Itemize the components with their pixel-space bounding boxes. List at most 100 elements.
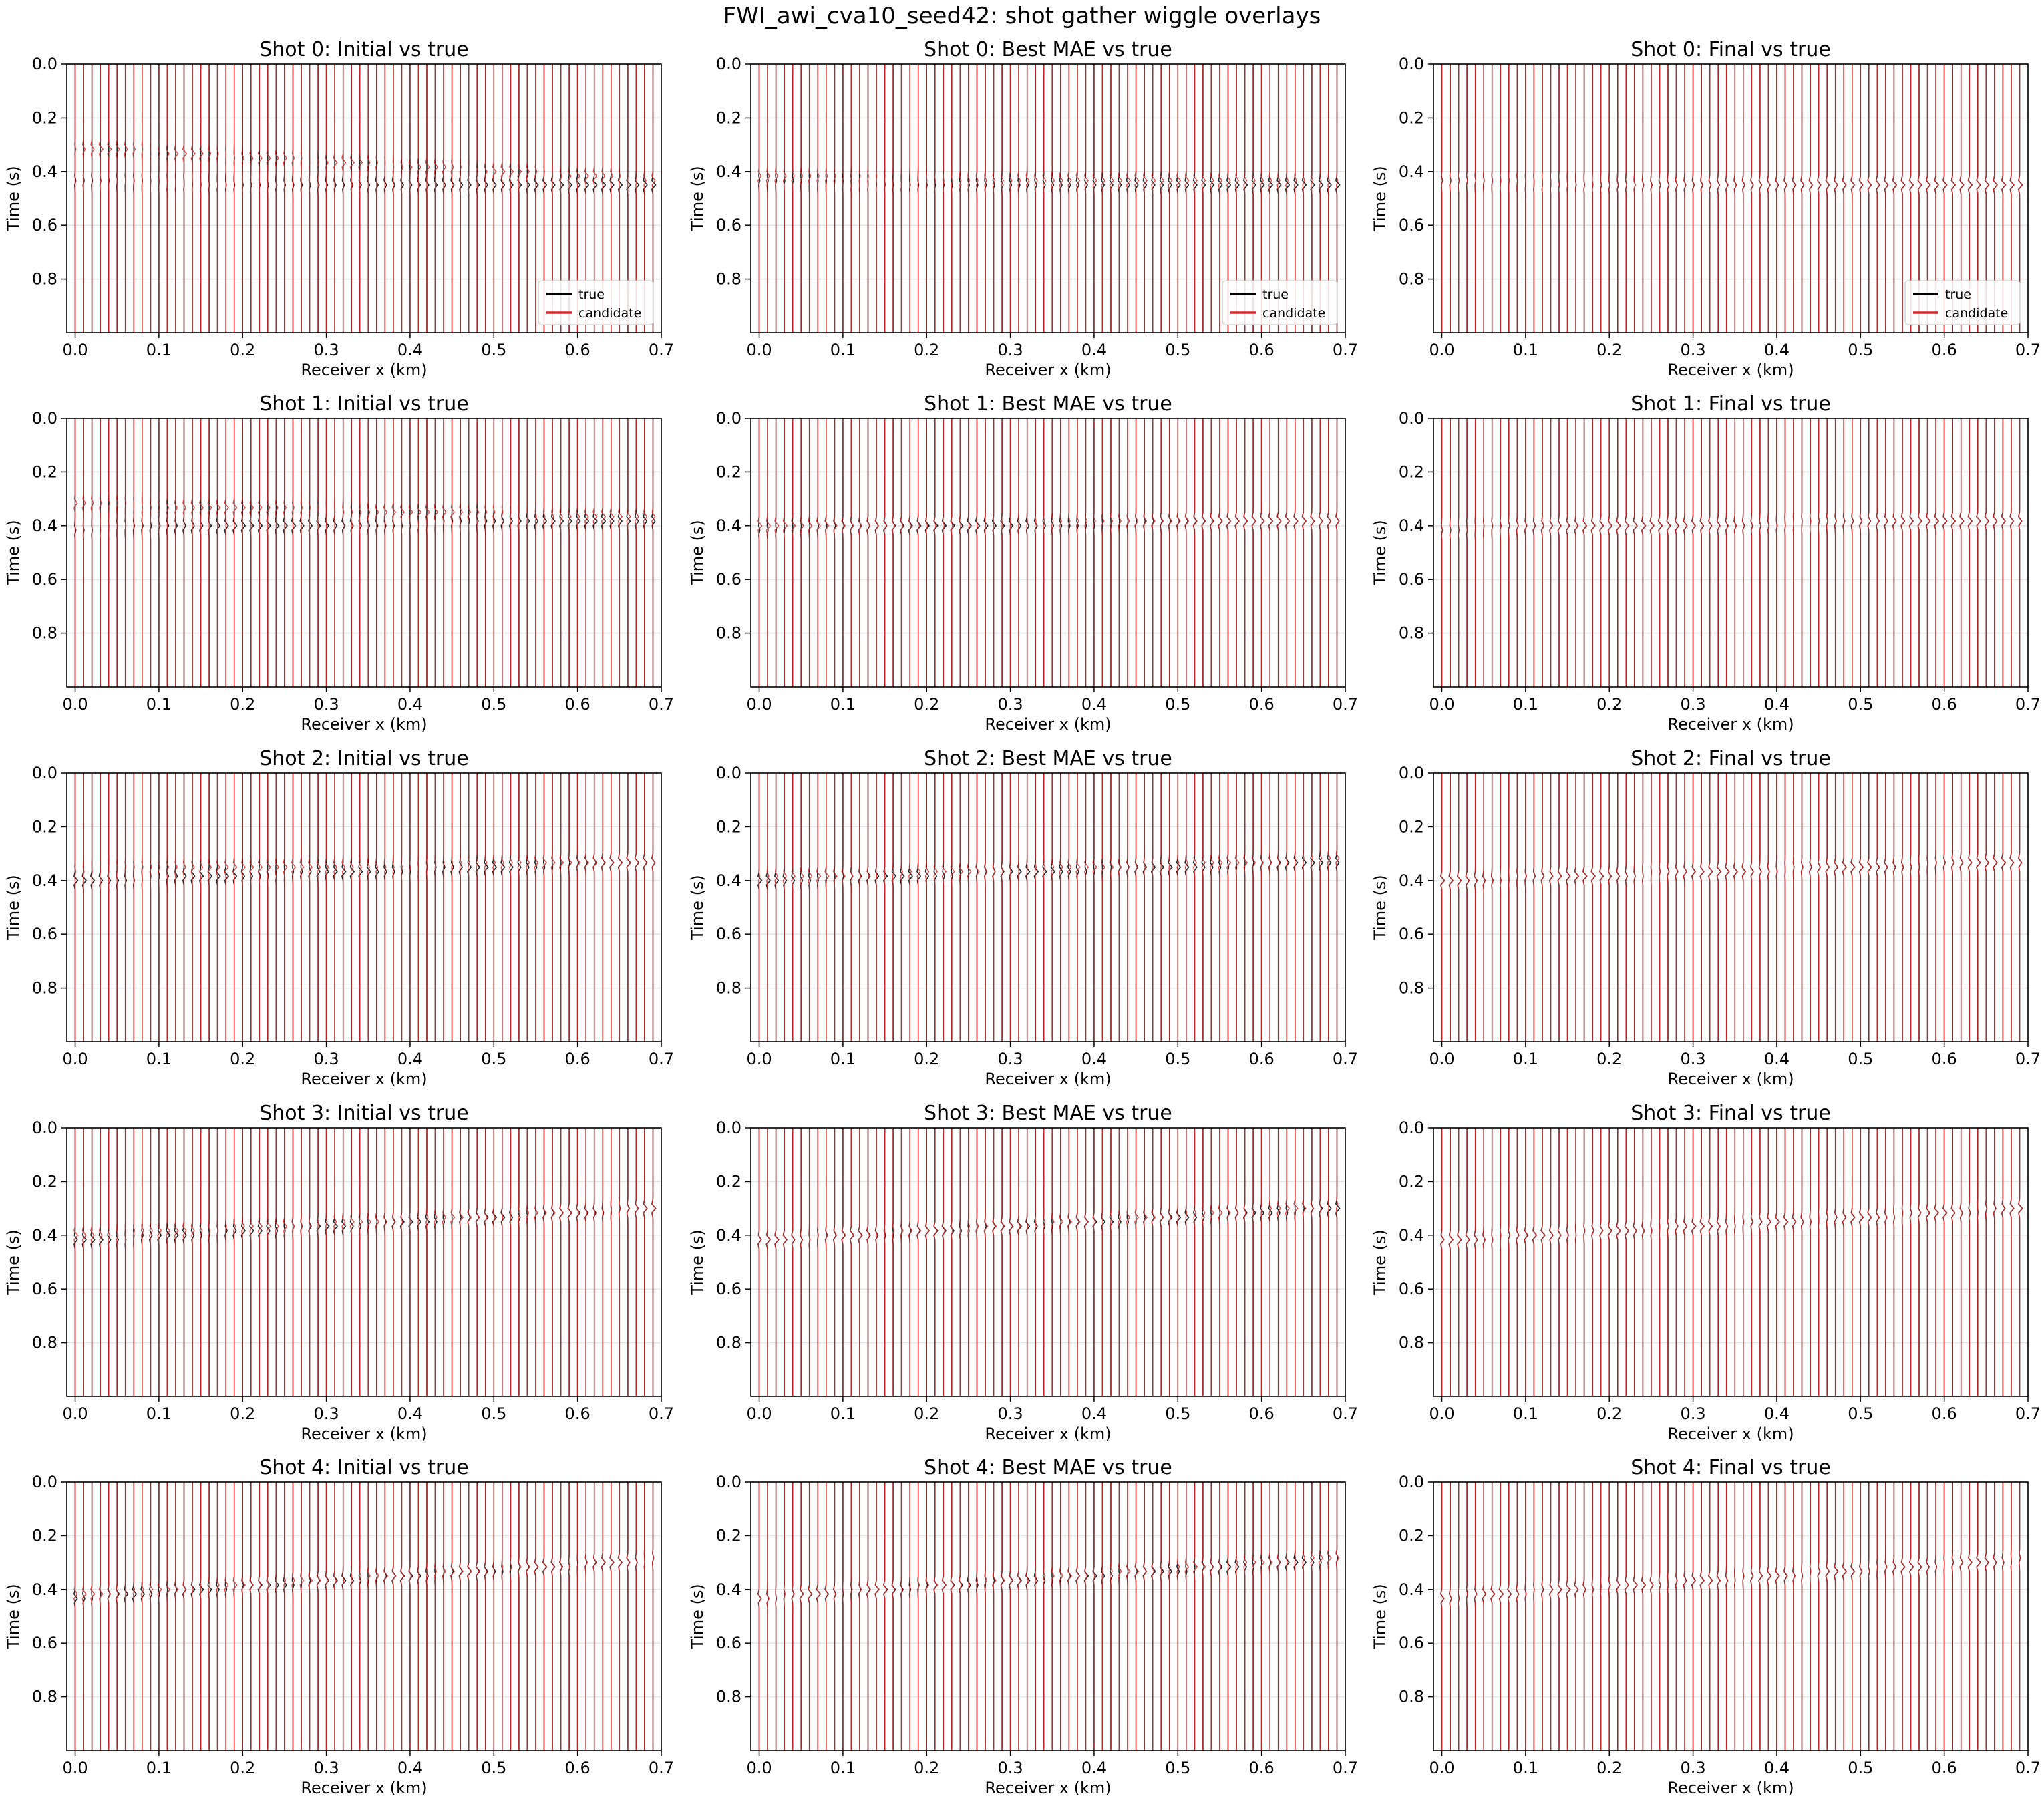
x-axis-label: Receiver x (km)	[301, 1070, 427, 1088]
candidate-trace	[124, 418, 126, 687]
candidate-trace	[1441, 418, 1443, 687]
candidate-trace	[342, 418, 345, 687]
candidate-trace	[132, 773, 135, 1042]
figure-title: FWI_awi_cva10_seed42: shot gather wiggle…	[723, 3, 1321, 29]
subplot-2-2: 0.0 0.2 0.4 0.6 0.8 0.0 0.1 0.2 0.3 0.4 0.5 0.6 0.7 R…	[1371, 747, 2041, 1088]
x-tick-label: 0.0	[62, 695, 88, 714]
candidate-trace	[1675, 64, 1678, 333]
candidate-trace	[1993, 773, 1998, 1042]
candidate-trace	[1868, 1482, 1870, 1751]
candidate-trace	[366, 64, 371, 333]
legend: true candidate	[1222, 280, 1338, 325]
candidate-trace	[1616, 773, 1620, 1042]
candidate-trace	[300, 1128, 303, 1396]
candidate-trace	[517, 773, 522, 1042]
x-tick-label: 0.1	[830, 1050, 856, 1068]
candidate-trace	[866, 773, 870, 1042]
x-tick-label: 0.3	[998, 695, 1023, 714]
candidate-trace	[1252, 1128, 1254, 1396]
y-tick-label: 0.6	[32, 570, 57, 589]
candidate-trace	[1318, 418, 1323, 687]
candidate-trace	[1716, 773, 1722, 1042]
candidate-trace	[1075, 1128, 1081, 1396]
y-tick-label: 0.4	[1399, 1580, 1424, 1599]
plot-area	[751, 418, 1345, 687]
candidate-trace	[916, 418, 920, 687]
x-tick-label: 0.7	[1333, 1050, 1358, 1068]
plot-area	[1433, 418, 2028, 687]
x-tick-label: 0.1	[830, 1759, 856, 1777]
y-tick-label: 0.8	[716, 1334, 741, 1352]
candidate-trace	[492, 64, 497, 333]
y-tick-label: 0.4	[1399, 162, 1424, 181]
y-tick-label: 0.4	[1399, 516, 1424, 535]
candidate-trace	[559, 418, 563, 687]
candidate-trace	[808, 773, 813, 1042]
panel-title: Shot 0: Initial vs true	[259, 38, 468, 61]
candidate-trace	[1092, 1128, 1096, 1396]
candidate-trace	[476, 773, 479, 1042]
y-tick-label: 0.6	[1399, 216, 1424, 235]
candidate-trace	[1201, 1482, 1206, 1751]
candidate-trace	[1209, 64, 1214, 333]
candidate-trace	[892, 1128, 895, 1396]
candidate-trace	[208, 1482, 211, 1751]
x-tick-label: 0.6	[565, 1404, 590, 1423]
candidate-trace	[850, 773, 854, 1042]
candidate-trace	[900, 418, 904, 687]
candidate-trace	[1800, 773, 1804, 1042]
candidate-trace	[492, 1128, 496, 1396]
candidate-trace	[325, 773, 329, 1042]
candidate-trace	[1043, 418, 1045, 687]
candidate-trace	[149, 773, 152, 1042]
candidate-trace	[1042, 64, 1047, 333]
candidate-trace	[983, 773, 988, 1042]
candidate-trace	[1967, 418, 1973, 687]
candidate-trace	[1335, 1128, 1339, 1396]
x-tick-label: 0.0	[1429, 1050, 1454, 1068]
candidate-trace	[1075, 773, 1081, 1042]
candidate-trace	[283, 1128, 288, 1396]
candidate-trace	[1109, 418, 1114, 687]
candidate-trace	[1042, 1482, 1045, 1751]
candidate-trace	[1993, 1128, 1997, 1396]
subplot-0-1: 0.0 0.2 0.4 0.6 0.8 0.0 0.1 0.2 0.3 0.4 0.5 0.6 0.7 R…	[688, 38, 1358, 380]
candidate-trace	[1508, 64, 1510, 333]
candidate-trace	[526, 1128, 530, 1396]
candidate-trace	[1209, 418, 1215, 687]
x-tick-label: 0.3	[1681, 1759, 1706, 1777]
candidate-trace	[1741, 773, 1746, 1042]
candidate-trace	[824, 773, 830, 1042]
candidate-trace	[1901, 773, 1904, 1042]
candidate-trace	[367, 773, 371, 1042]
candidate-trace	[858, 773, 862, 1042]
candidate-trace	[617, 418, 623, 687]
candidate-trace	[858, 64, 861, 333]
candidate-trace	[824, 1128, 828, 1396]
candidate-trace	[526, 64, 530, 333]
candidate-trace	[1184, 1482, 1190, 1751]
candidate-trace	[1458, 1482, 1460, 1751]
candidate-trace	[559, 773, 564, 1042]
candidate-trace	[358, 1482, 362, 1751]
candidate-trace	[1034, 418, 1037, 687]
candidate-trace	[1783, 64, 1788, 333]
x-tick-label: 0.6	[565, 1050, 590, 1068]
candidate-trace	[1009, 64, 1013, 333]
x-tick-label: 0.0	[746, 1404, 772, 1423]
candidate-trace	[1666, 418, 1671, 687]
candidate-trace	[1942, 1128, 1948, 1396]
candidate-trace	[791, 418, 796, 687]
candidate-trace	[1035, 1482, 1037, 1751]
candidate-trace	[1758, 1128, 1763, 1396]
x-tick-label: 0.2	[914, 1050, 939, 1068]
candidate-trace	[1742, 1482, 1745, 1751]
candidate-trace	[375, 773, 379, 1042]
candidate-trace	[1892, 418, 1897, 687]
candidate-trace	[1767, 64, 1771, 333]
candidate-trace	[1917, 1128, 1922, 1396]
candidate-trace	[1118, 418, 1122, 687]
candidate-trace	[1142, 64, 1148, 333]
y-tick-label: 0.6	[716, 570, 741, 589]
candidate-trace	[517, 1482, 522, 1751]
